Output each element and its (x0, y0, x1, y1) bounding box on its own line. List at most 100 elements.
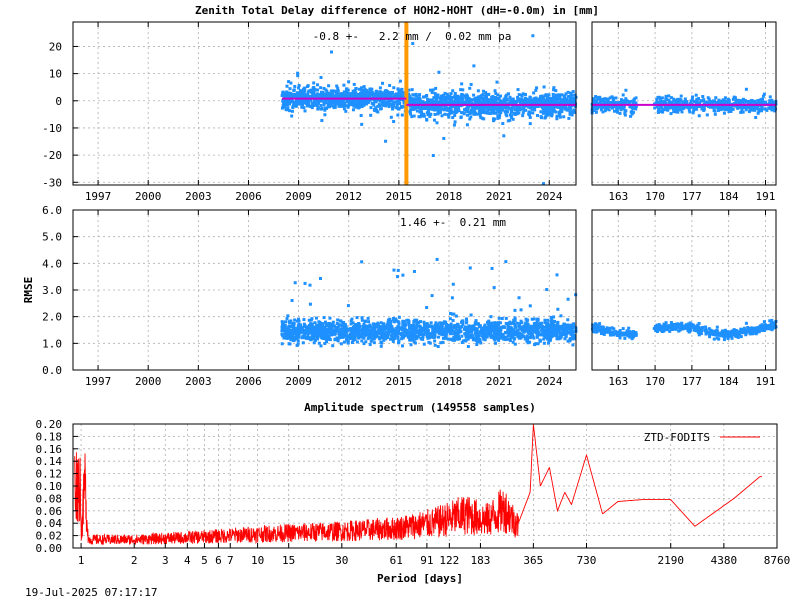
rmse-point (453, 338, 457, 342)
ztd-zoom-point (606, 98, 610, 102)
ztd-difference-point (470, 105, 474, 109)
rmse-point (372, 336, 376, 340)
ztd-difference-point (446, 94, 450, 98)
rmse-point (302, 332, 306, 336)
ztd-zoom-point (608, 96, 612, 100)
ztd-difference-x-tick-label: 2003 (185, 190, 212, 203)
ztd-zoom-point (623, 108, 627, 112)
ztd-zoom-point (756, 105, 760, 109)
ztd-difference-point (567, 106, 571, 110)
rmse-point (297, 319, 301, 323)
ztd-zoom-point (700, 99, 704, 103)
rmse-point (563, 325, 567, 329)
ztd-zoom-point (630, 99, 634, 103)
rmse-point (466, 345, 470, 349)
rmse-point (546, 318, 550, 322)
ztd-difference-point (398, 79, 402, 83)
rmse-point (492, 335, 496, 339)
ztd-difference-point (521, 104, 525, 108)
ztd-difference-point (552, 86, 556, 90)
ztd-zoom-point (739, 100, 743, 104)
rmse-point (515, 333, 519, 337)
ztd-zoom-point (682, 104, 686, 108)
ztd-difference-point (483, 98, 487, 102)
ztd-difference-point (411, 93, 415, 97)
rmse-point (556, 335, 560, 339)
rmse-point (559, 314, 563, 318)
ztd-difference-point (400, 113, 404, 117)
rmse-point (529, 328, 533, 332)
rmse-point (372, 324, 376, 328)
rmse-point (432, 331, 436, 335)
rmse-point (506, 325, 510, 329)
ztd-difference-point (516, 95, 520, 99)
rmse-y-tick-label: 2.0 (42, 311, 62, 324)
ztd-zoom-point (666, 107, 670, 111)
ztd-difference-point (544, 111, 548, 115)
rmse-point (403, 330, 407, 334)
ztd-difference-point (311, 92, 315, 96)
ztd-difference-point (515, 110, 519, 114)
rmse-point (492, 286, 496, 290)
ztd-difference-point (296, 71, 300, 75)
ztd-difference-point (351, 95, 355, 99)
rmse-point (389, 322, 393, 326)
rmse-point (559, 327, 563, 331)
rmse-point (314, 316, 318, 320)
ztd-difference-point (422, 114, 426, 118)
ztd-difference-point (393, 100, 397, 104)
ztd-difference-point (297, 84, 301, 88)
ztd-difference-point (463, 108, 467, 112)
ztd-difference-point (443, 91, 447, 95)
rmse-point (291, 330, 295, 334)
rmse-point (335, 321, 339, 325)
ztd-difference-point (549, 97, 553, 101)
rmse-point (444, 320, 448, 324)
ztd-difference-point (335, 84, 339, 88)
rmse-point (561, 324, 565, 328)
rmse-point (324, 324, 328, 328)
rmse-point (549, 319, 553, 323)
ztd-difference-x-tick-label: 2018 (436, 190, 463, 203)
ztd-difference-point (435, 101, 439, 105)
rmse-point (382, 338, 386, 342)
rmse-point (410, 338, 414, 342)
ztd-difference-point (456, 106, 460, 110)
ztd-difference-point (334, 99, 338, 103)
rmse-point (375, 334, 379, 338)
rmse-point (391, 339, 395, 343)
rmse-point (360, 318, 364, 322)
rmse-point (416, 329, 420, 333)
rmse-point (445, 322, 449, 326)
rmse-point (440, 322, 444, 326)
ztd-zoom-point (592, 97, 596, 101)
ztd-difference-point (443, 95, 447, 99)
ztd-difference-point (528, 115, 532, 119)
rmse-point (519, 319, 523, 323)
ztd-difference-point (342, 90, 346, 94)
ztd-difference-point (288, 87, 292, 91)
rmse-point (289, 319, 293, 323)
ztd-zoom-point (721, 98, 725, 102)
ztd-zoom-point (767, 102, 771, 106)
rmse-point (348, 336, 352, 340)
ztd-zoom-point (606, 106, 610, 110)
rmse-point (341, 322, 345, 326)
rmse-point (507, 333, 511, 337)
rmse-point (534, 325, 538, 329)
ztd-difference-point (281, 90, 285, 94)
rmse-point (428, 336, 432, 340)
rmse-point (433, 343, 437, 347)
rmse-zoom-point (665, 325, 669, 329)
ztd-difference-point (433, 99, 437, 103)
ztd-zoom-point (601, 97, 605, 101)
rmse-panel: 1997 2000 2003 2006 2009 2012 2015 2018 2021 2024… (22, 204, 578, 388)
ztd-difference-point (492, 119, 496, 123)
ztd-difference-point (345, 100, 349, 104)
ztd-difference-point (439, 94, 443, 98)
ztd-zoom-point (655, 100, 659, 104)
ztd-zoom-point (716, 108, 720, 112)
rmse-point (498, 329, 502, 333)
rmse-point (353, 337, 357, 341)
ztd-difference-point (353, 102, 357, 106)
